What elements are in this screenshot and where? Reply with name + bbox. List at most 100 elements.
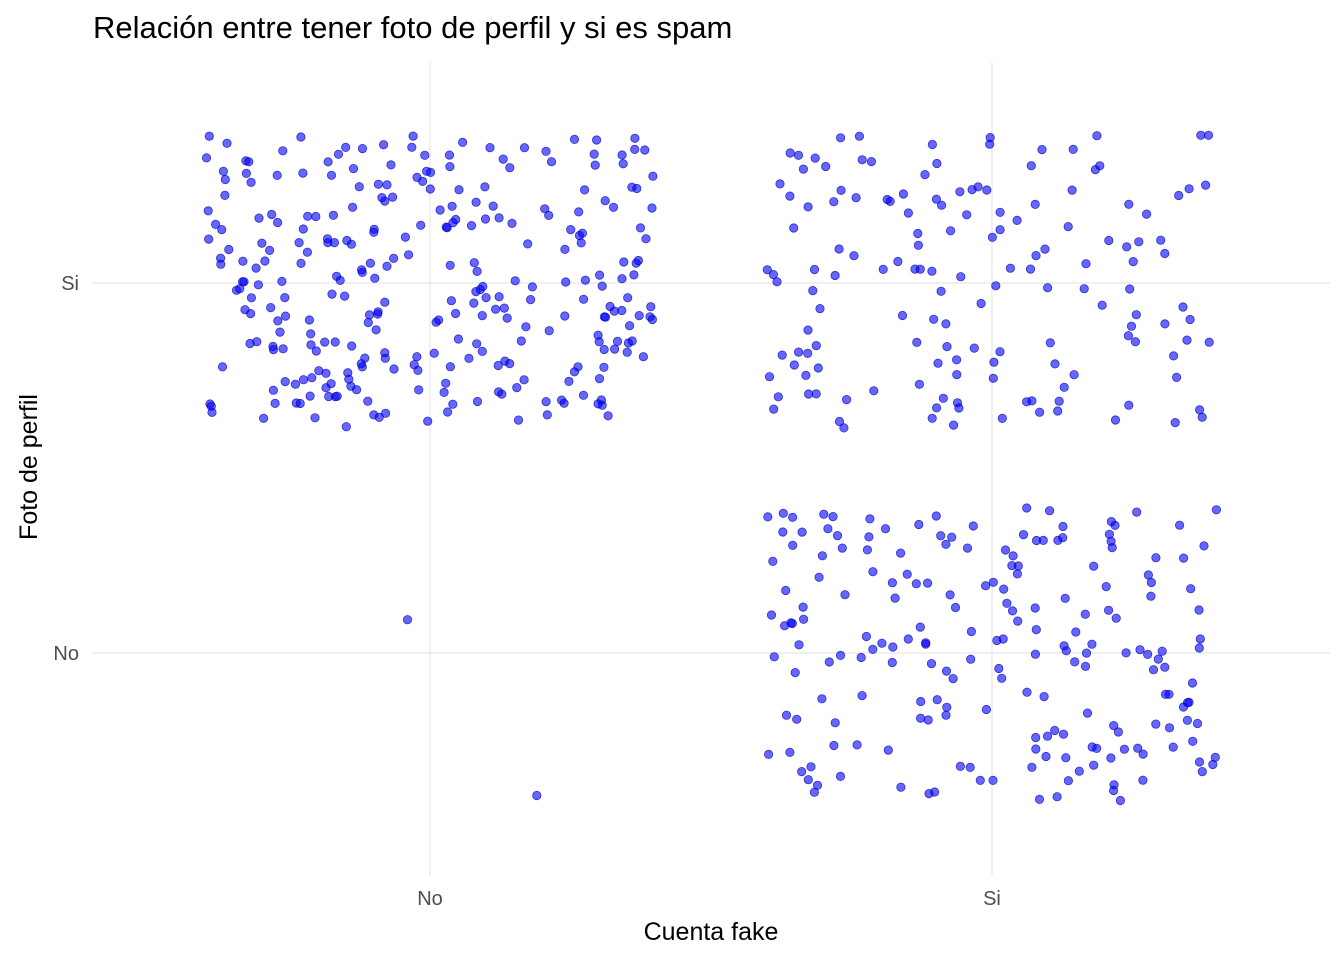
data-point (1013, 561, 1023, 571)
data-point (950, 602, 961, 613)
data-point (769, 652, 779, 662)
data-point (762, 265, 772, 275)
data-point (877, 638, 887, 648)
data-point (414, 385, 424, 395)
data-point (574, 207, 584, 217)
data-point (941, 666, 952, 676)
data-point (218, 166, 228, 176)
data-point (1070, 657, 1080, 667)
data-point (448, 218, 458, 228)
data-point (512, 382, 522, 393)
data-point (927, 413, 937, 423)
data-point (267, 209, 277, 220)
data-point (815, 303, 825, 314)
data-point (981, 704, 992, 715)
data-point (444, 150, 455, 160)
data-point (1164, 723, 1175, 733)
data-point (497, 389, 507, 399)
data-point (1211, 505, 1222, 515)
data-point (222, 138, 232, 148)
data-point (849, 251, 859, 261)
data-point (519, 143, 530, 153)
data-point (798, 602, 808, 612)
data-point (814, 572, 824, 582)
data-point (634, 310, 644, 321)
data-point (1018, 529, 1029, 540)
data-point (803, 775, 813, 785)
data-point (347, 202, 358, 212)
data-point (1071, 627, 1081, 637)
data-point (416, 220, 426, 230)
data-point (766, 610, 777, 620)
data-point (630, 133, 640, 143)
data-point (441, 378, 451, 388)
data-point (277, 276, 287, 286)
data-point (987, 232, 998, 242)
data-point (306, 340, 316, 350)
data-point (861, 631, 872, 642)
data-point (253, 280, 263, 290)
data-point (502, 313, 512, 323)
data-point (294, 238, 304, 248)
data-point (1059, 641, 1069, 651)
data-point (206, 401, 216, 411)
data-point (1122, 242, 1132, 252)
data-point (386, 160, 396, 170)
data-point (622, 347, 632, 357)
data-point (1079, 284, 1089, 294)
data-point (561, 277, 571, 287)
data-point (579, 185, 590, 195)
data-point (599, 362, 609, 372)
data-point (786, 618, 796, 628)
data-point (624, 321, 635, 331)
data-point (1027, 762, 1037, 772)
data-point (280, 311, 291, 321)
data-point (244, 157, 254, 167)
data-point (989, 357, 999, 367)
data-point (775, 179, 785, 189)
data-point (1186, 584, 1196, 594)
data-point (388, 253, 399, 263)
data-point (457, 137, 468, 147)
data-point (363, 396, 373, 406)
data-point (578, 294, 589, 304)
data-point (809, 264, 820, 275)
data-point (544, 326, 554, 336)
data-point (241, 168, 251, 178)
data-point (893, 256, 903, 267)
data-point (1089, 561, 1099, 571)
data-point (839, 423, 849, 433)
data-point (952, 369, 962, 380)
data-point (402, 615, 413, 625)
data-point (311, 346, 321, 356)
data-point (1197, 412, 1207, 422)
data-point (1196, 130, 1206, 140)
data-point (454, 185, 464, 195)
data-point (469, 298, 479, 308)
data-point (778, 508, 788, 518)
data-point (1074, 766, 1084, 776)
data-point (298, 224, 308, 234)
data-point (1042, 731, 1053, 741)
data-point (1013, 616, 1023, 626)
data-point (333, 149, 344, 159)
data-point (955, 187, 965, 197)
data-point (1157, 646, 1167, 656)
data-point (854, 131, 865, 141)
data-point (357, 144, 368, 154)
data-point (1124, 199, 1134, 209)
data-point (556, 395, 567, 405)
data-point (1052, 792, 1062, 802)
data-point (1022, 687, 1032, 697)
x-tick-label-no: No (417, 888, 443, 910)
data-point (962, 543, 973, 553)
data-point (785, 747, 795, 758)
data-point (830, 270, 840, 281)
data-point (273, 316, 283, 326)
data-point (938, 393, 948, 403)
data-point (1031, 535, 1042, 546)
data-point (789, 223, 799, 233)
data-point (403, 250, 414, 260)
data-point (523, 239, 533, 249)
data-point (346, 381, 356, 391)
